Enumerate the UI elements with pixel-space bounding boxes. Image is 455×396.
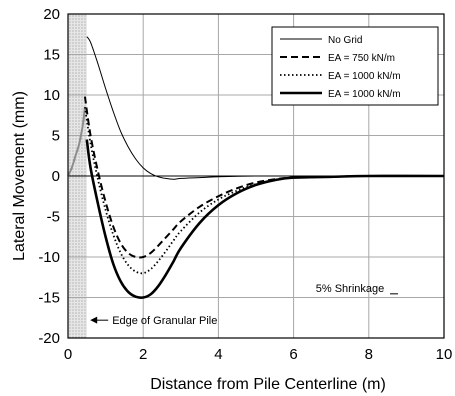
series-layer [67, 36, 445, 299]
y-tick-label: -10 [38, 249, 60, 266]
legend-entry: EA = 1000 kN/m [328, 89, 401, 100]
x-tick-label: 0 [64, 346, 72, 363]
pile-edge-arrowhead [90, 316, 98, 324]
y-tick-label: 5 [52, 128, 60, 145]
shrinkage-label: 5% Shrinkage [316, 283, 385, 295]
x-tick-label: 10 [436, 346, 453, 363]
plot-frame [67, 13, 445, 339]
y-tick-label: -15 [38, 290, 60, 307]
y-tick-label: 20 [43, 6, 60, 23]
y-tick-label: -5 [47, 209, 60, 226]
pile-rise-curve [67, 107, 86, 177]
series-line-4 [85, 139, 445, 299]
y-tick-label: 15 [43, 47, 60, 64]
legend-entry: EA = 750 kN/m [328, 53, 395, 64]
x-axis-title: Distance from Pile Centerline (m) [150, 376, 386, 393]
x-tick-labels: 0 2 4 6 8 10 [64, 346, 453, 363]
x-tick-label: 4 [214, 346, 222, 363]
y-tick-label: -20 [38, 330, 60, 347]
x-tick-label: 8 [365, 346, 373, 363]
annotations: Edge of Granular Pile 5% Shrinkage [90, 283, 398, 327]
x-tick-label: 6 [289, 346, 297, 363]
y-tick-labels: -20 -15 -10 -5 0 5 10 15 20 [38, 6, 60, 347]
y-tick-label: 0 [52, 168, 60, 185]
pile-edge-label: Edge of Granular Pile [112, 315, 217, 327]
legend: No Grid EA = 750 kN/m EA = 1000 kN/m EA = 1… [271, 26, 439, 106]
y-tick-label: 10 [43, 87, 60, 104]
legend-entry: No Grid [328, 35, 362, 46]
legend-entry: EA = 1000 kN/m [328, 71, 401, 82]
y-axis-title: Lateral Movement (mm) [11, 91, 28, 261]
x-tick-label: 2 [139, 346, 147, 363]
series-line-1 [86, 36, 444, 180]
